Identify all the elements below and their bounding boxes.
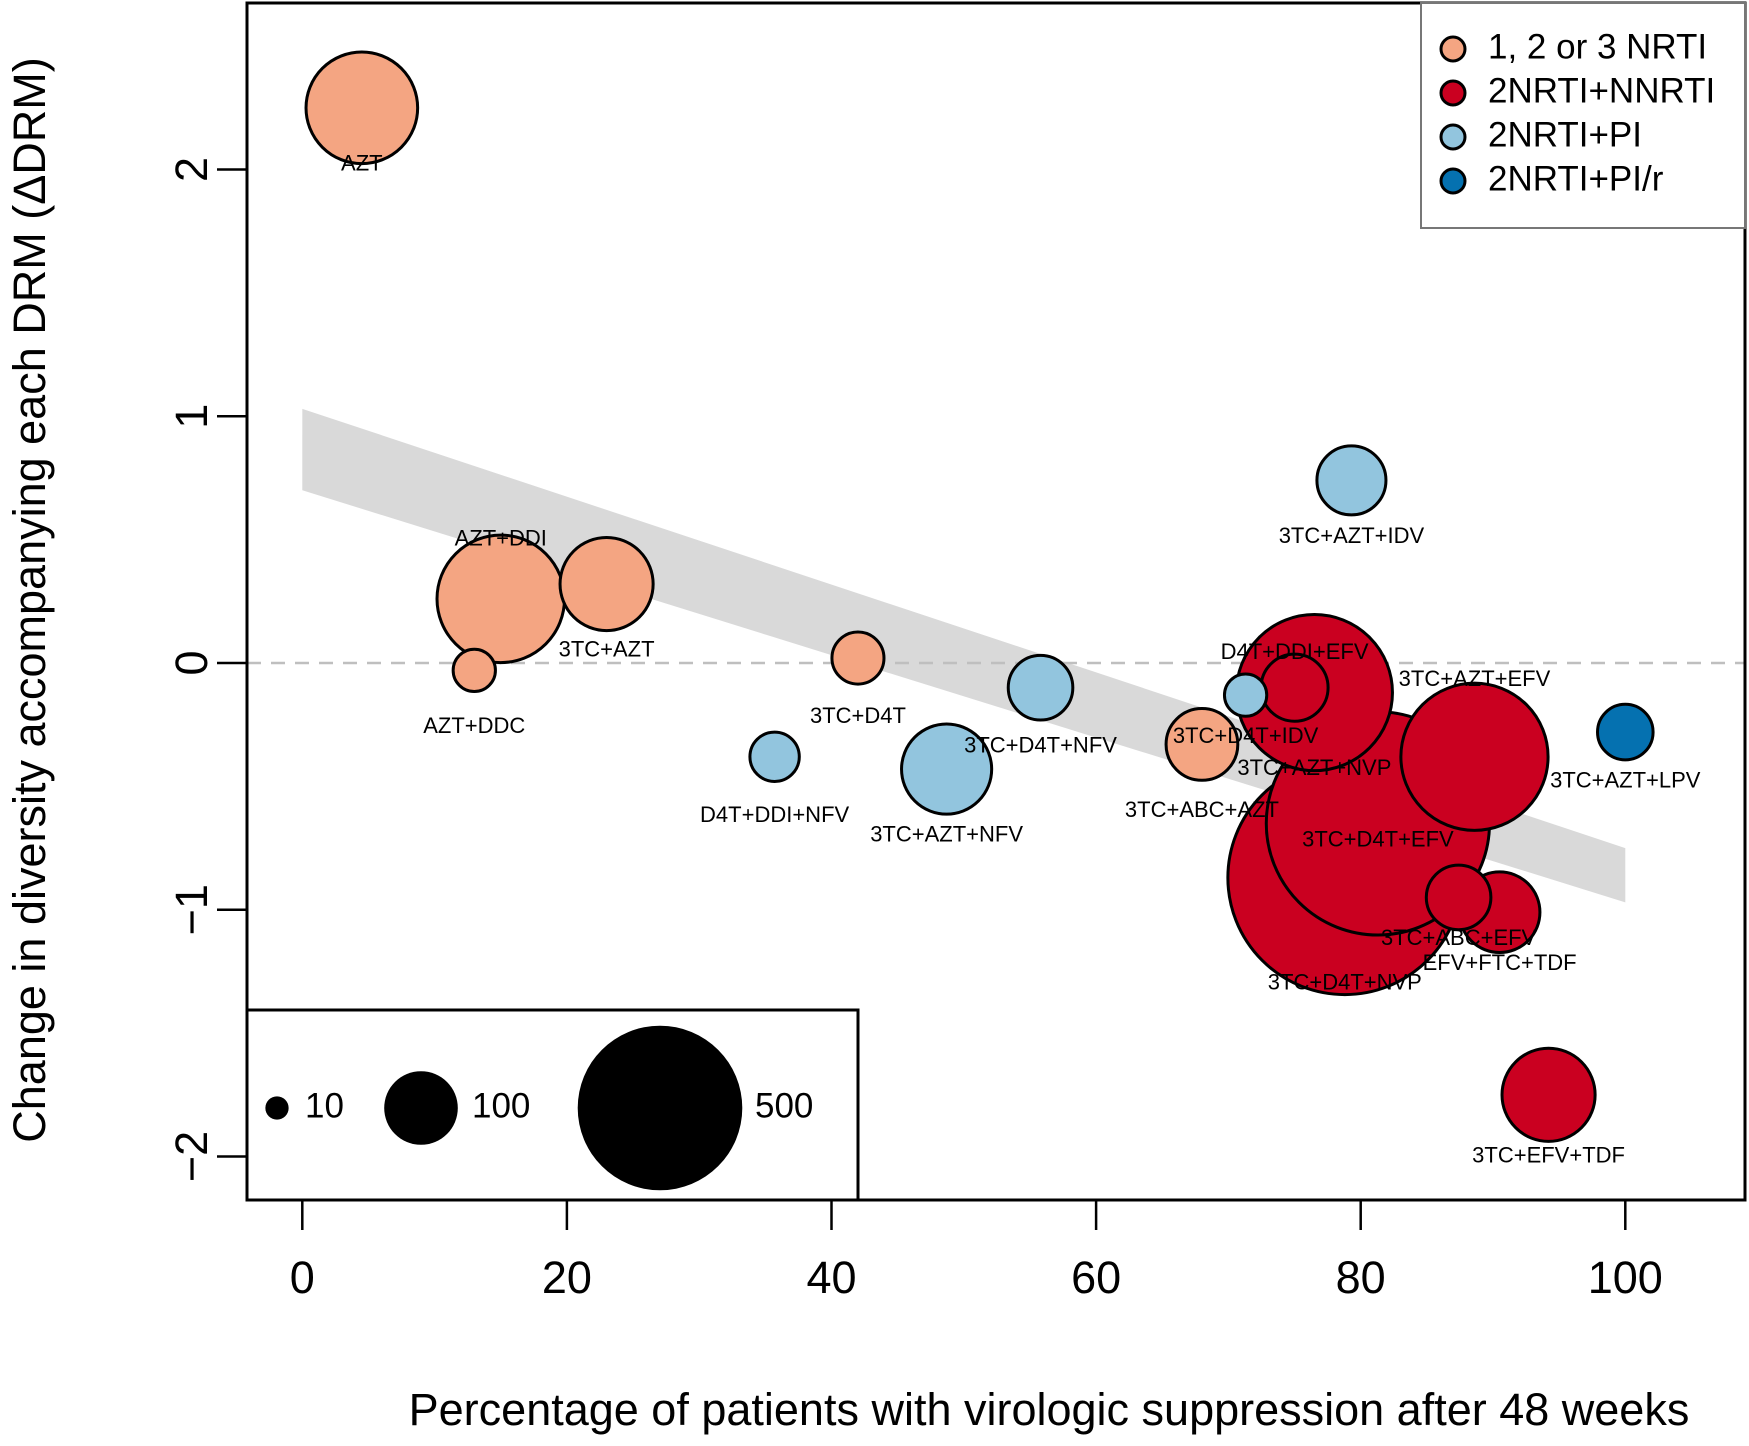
size-legend: 10 100 500 xyxy=(245,1008,860,1202)
data-point xyxy=(900,722,994,816)
data-point xyxy=(1259,652,1330,723)
point-label: 3TC+AZT+LPV xyxy=(1550,767,1701,792)
size-legend-label: 500 xyxy=(755,1086,813,1125)
x-tick-label: 20 xyxy=(542,1252,592,1303)
size-legend-marker xyxy=(265,1096,289,1120)
point-label: 3TC+AZT+EFV xyxy=(1399,666,1551,691)
point-label: 3TC+D4T+NFV xyxy=(964,733,1117,758)
legend-marker xyxy=(1439,123,1467,151)
point-label: AZT+DDI xyxy=(455,525,547,550)
x-axis-title: Percentage of patients with virologic su… xyxy=(409,1384,1690,1435)
point-labels-layer: AZT AZT+DDI 3TC+AZT AZT+DDC 3TC+D4T D4T+DDI+N… xyxy=(341,150,1701,1167)
x-tick-label: 40 xyxy=(806,1252,856,1303)
point-label: 3TC+D4T+EFV xyxy=(1302,826,1454,851)
data-point xyxy=(748,730,801,783)
legend-label: 2NRTI+PI xyxy=(1488,115,1642,154)
point-label: 3TC+AZT+IDV xyxy=(1279,523,1425,548)
point-label: 3TC+D4T+IDV xyxy=(1173,723,1319,748)
points-layer xyxy=(304,50,1655,1143)
data-point xyxy=(451,647,497,694)
y-tick-label: 0 xyxy=(166,650,217,675)
size-legend-box xyxy=(245,1008,860,1202)
legend-marker xyxy=(1439,79,1467,107)
legend-box xyxy=(1420,2,1746,229)
point-label: EFV+FTC+TDF xyxy=(1423,950,1577,975)
data-point xyxy=(1399,681,1550,832)
axes-layer: 0 20 40 60 80 100 −2 −1 0 1 2 xyxy=(166,157,1663,1303)
y-tick-label: −1 xyxy=(166,884,217,935)
data-point xyxy=(1424,863,1493,932)
point-label: 3TC+D4T xyxy=(810,703,906,728)
point-label: D4T+DDI+EFV xyxy=(1221,639,1369,664)
point-label: 3TC+ABC+EFV xyxy=(1381,925,1537,950)
y-tick-label: −2 xyxy=(166,1131,217,1182)
legend-marker xyxy=(1439,167,1467,195)
point-label: 3TC+ABC+AZT xyxy=(1125,797,1279,822)
point-label: 3TC+AZT+NVP xyxy=(1237,755,1391,780)
legend-marker xyxy=(1439,35,1467,63)
data-point xyxy=(558,535,655,633)
data-point xyxy=(830,630,886,686)
x-tick-label: 100 xyxy=(1588,1252,1663,1303)
point-label: AZT+DDC xyxy=(423,713,525,738)
point-label: 3TC+AZT+NFV xyxy=(870,822,1023,847)
color-legend: 1, 2 or 3 NRTI 2NRTI+NNRTI 2NRTI+PI 2NRTI+P… xyxy=(1420,2,1746,229)
size-legend-marker xyxy=(384,1071,458,1145)
point-label: D4T+DDI+NFV xyxy=(700,802,849,827)
data-point xyxy=(435,533,566,665)
data-point xyxy=(1500,1046,1597,1143)
legend-label: 1, 2 or 3 NRTI xyxy=(1488,27,1707,66)
x-tick-label: 80 xyxy=(1336,1252,1386,1303)
legend-label: 2NRTI+PI/r xyxy=(1488,159,1664,198)
data-point xyxy=(1222,672,1269,718)
point-label: 3TC+AZT xyxy=(559,636,655,661)
point-label: 3TC+D4T+NVP xyxy=(1268,970,1422,995)
size-legend-label: 100 xyxy=(472,1086,530,1125)
y-tick-label: 2 xyxy=(166,157,217,182)
x-tick-label: 60 xyxy=(1071,1252,1121,1303)
size-legend-marker xyxy=(577,1025,743,1191)
data-point xyxy=(1164,707,1240,782)
point-label: AZT xyxy=(341,150,383,175)
y-tick-label: 1 xyxy=(166,404,217,429)
data-point xyxy=(1006,653,1075,722)
size-legend-label: 10 xyxy=(305,1086,344,1125)
data-point xyxy=(1596,702,1655,762)
data-point xyxy=(1315,444,1388,517)
data-point xyxy=(304,50,420,166)
x-tick-label: 0 xyxy=(290,1252,315,1303)
point-label: 3TC+EFV+TDF xyxy=(1472,1142,1625,1167)
legend-label: 2NRTI+NNRTI xyxy=(1488,71,1715,110)
y-axis-title: Change in diversity accompanying each DR… xyxy=(4,57,55,1142)
